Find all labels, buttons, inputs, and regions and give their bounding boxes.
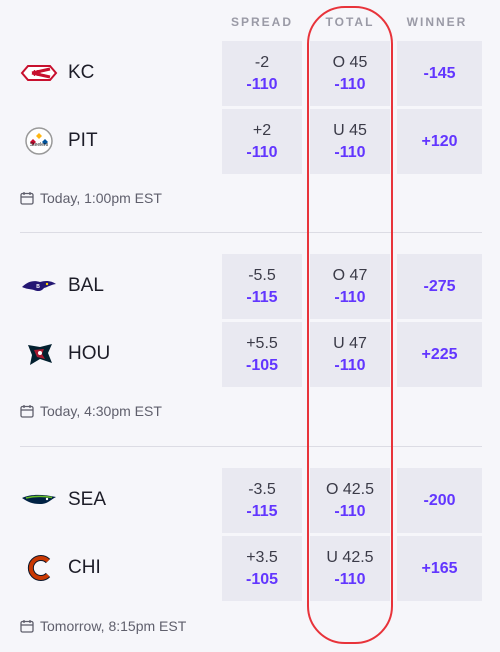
- winner-odds: +120: [421, 132, 458, 150]
- total-cell[interactable]: O 47 -110: [310, 254, 390, 319]
- total-line: O 45: [332, 53, 368, 71]
- total-cell[interactable]: O 45 -110: [310, 41, 390, 106]
- winner-cell[interactable]: -275: [397, 254, 482, 319]
- team-row-sea: SEA -3.5 -115 O 42.5 -110 -200: [0, 468, 500, 533]
- winner-cell[interactable]: +225: [397, 322, 482, 387]
- spread-line: +5.5: [246, 334, 278, 352]
- team-abbr: SEA: [68, 489, 107, 510]
- column-headers: SPREAD TOTAL WINNER: [0, 15, 500, 35]
- game-time-label: Today, 1:00pm EST: [40, 190, 162, 206]
- total-odds: -110: [334, 288, 366, 306]
- spread-cell[interactable]: +2 -110: [222, 109, 302, 174]
- ravens-logo-icon: B: [22, 280, 56, 292]
- winner-cell[interactable]: -145: [397, 41, 482, 106]
- winner-odds: -275: [423, 277, 456, 295]
- spread-odds: -115: [246, 288, 278, 306]
- total-cell[interactable]: U 42.5 -110: [310, 536, 390, 601]
- spread-odds: -110: [246, 143, 278, 161]
- team-row-chi: CHI +3.5 -105 U 42.5 -110 +165: [0, 536, 500, 601]
- svg-text:Steelers: Steelers: [30, 142, 49, 148]
- chiefs-logo-icon: KC: [20, 65, 58, 81]
- total-header: TOTAL: [325, 15, 375, 29]
- calendar-icon: [20, 620, 34, 633]
- winner-odds: +225: [421, 345, 458, 363]
- team-abbr: CHI: [68, 557, 101, 578]
- spread-line: +3.5: [246, 548, 278, 566]
- winner-cell[interactable]: +120: [397, 109, 482, 174]
- total-odds: -110: [334, 75, 366, 93]
- total-cell[interactable]: U 47 -110: [310, 322, 390, 387]
- game-time-label: Tomorrow, 8:15pm EST: [40, 618, 187, 634]
- total-cell[interactable]: O 42.5 -110: [310, 468, 390, 533]
- winner-odds: +165: [421, 559, 458, 577]
- spread-line: -5.5: [248, 266, 276, 284]
- svg-text:B: B: [36, 284, 40, 290]
- calendar-icon: [20, 405, 34, 418]
- spread-odds: -110: [246, 75, 278, 93]
- spread-cell[interactable]: -3.5 -115: [222, 468, 302, 533]
- total-odds: -110: [334, 143, 366, 161]
- total-line: O 47: [332, 266, 368, 284]
- total-line: O 42.5: [325, 480, 375, 498]
- winner-cell[interactable]: -200: [397, 468, 482, 533]
- winner-header: WINNER: [406, 15, 468, 29]
- spread-line: -3.5: [248, 480, 276, 498]
- team-abbr: BAL: [68, 275, 104, 296]
- divider: [20, 446, 482, 447]
- spread-odds: -105: [245, 356, 279, 374]
- seahawks-logo-icon: [22, 494, 56, 504]
- team-row-hou: HOU +5.5 -105 U 47 -110 +225: [0, 322, 500, 387]
- svg-text:KC: KC: [33, 69, 45, 78]
- spread-odds: -115: [246, 502, 278, 520]
- total-odds: -110: [334, 502, 366, 520]
- team-row-bal: B BAL -5.5 -115 O 47 -110 -275: [0, 254, 500, 319]
- game-time: Today, 4:30pm EST: [20, 403, 162, 419]
- winner-odds: -145: [423, 64, 456, 82]
- game-time: Tomorrow, 8:15pm EST: [20, 618, 186, 634]
- spread-line: +2: [252, 121, 272, 139]
- total-odds: -110: [334, 570, 366, 588]
- game-time-label: Today, 4:30pm EST: [40, 403, 162, 419]
- total-line: U 47: [333, 334, 367, 352]
- total-cell[interactable]: U 45 -110: [310, 109, 390, 174]
- team-abbr: PIT: [68, 130, 98, 151]
- total-line: U 45: [333, 121, 367, 139]
- game-time: Today, 1:00pm EST: [20, 190, 162, 206]
- winner-cell[interactable]: +165: [397, 536, 482, 601]
- spread-cell[interactable]: -5.5 -115: [222, 254, 302, 319]
- divider: [20, 232, 482, 233]
- total-line: U 42.5: [326, 548, 374, 566]
- steelers-logo-icon: Steelers: [25, 127, 53, 155]
- winner-odds: -200: [423, 491, 456, 509]
- total-odds: -110: [334, 356, 366, 374]
- spread-header: SPREAD: [230, 15, 293, 29]
- team-row-pit: Steelers PIT +2 -110 U 45 -110 +120: [0, 109, 500, 174]
- spread-odds: -105: [245, 570, 279, 588]
- spread-cell[interactable]: +5.5 -105: [222, 322, 302, 387]
- spread-cell[interactable]: -2 -110: [222, 41, 302, 106]
- team-row-kc: KC KC -2 -110 O 45 -110 -145: [0, 41, 500, 106]
- spread-line: -2: [254, 53, 270, 71]
- spread-cell[interactable]: +3.5 -105: [222, 536, 302, 601]
- texans-logo-icon: [28, 344, 52, 365]
- team-abbr: HOU: [68, 343, 111, 364]
- calendar-icon: [20, 192, 34, 205]
- bears-logo-icon: [27, 555, 51, 581]
- team-abbr: KC: [68, 62, 95, 83]
